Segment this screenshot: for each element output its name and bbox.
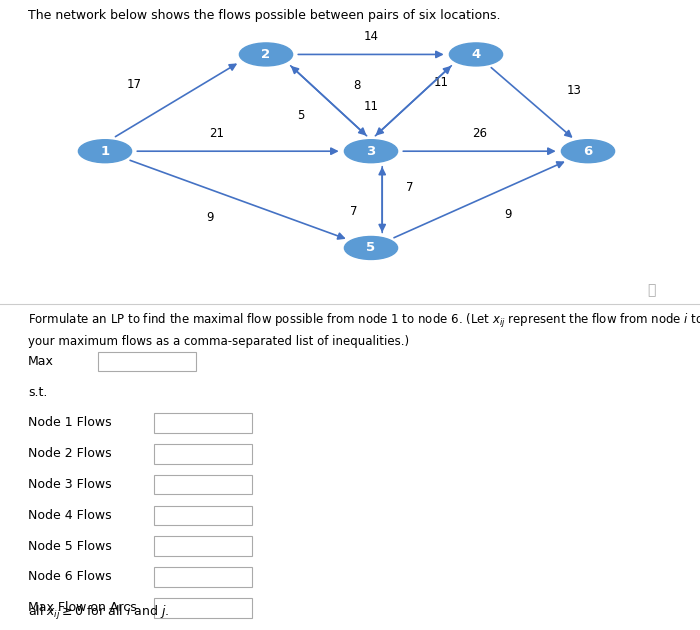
Text: 13: 13 <box>566 84 582 97</box>
FancyBboxPatch shape <box>98 352 196 371</box>
FancyBboxPatch shape <box>154 413 252 433</box>
Circle shape <box>239 43 293 66</box>
Text: 6: 6 <box>583 145 593 158</box>
Circle shape <box>344 236 398 260</box>
Circle shape <box>344 140 398 163</box>
Text: 17: 17 <box>127 78 142 91</box>
Text: 21: 21 <box>209 127 225 140</box>
Text: Node 1 Flows: Node 1 Flows <box>28 416 111 430</box>
Circle shape <box>78 140 132 163</box>
FancyBboxPatch shape <box>154 567 252 587</box>
Text: your maximum flows as a comma-separated list of inequalities.): your maximum flows as a comma-separated … <box>28 335 409 348</box>
Text: Node 2 Flows: Node 2 Flows <box>28 447 111 461</box>
Text: 14: 14 <box>363 30 379 43</box>
FancyBboxPatch shape <box>154 536 252 556</box>
Text: 5: 5 <box>366 241 376 255</box>
Text: 4: 4 <box>471 48 481 61</box>
Text: s.t.: s.t. <box>28 386 48 399</box>
FancyBboxPatch shape <box>154 505 252 525</box>
Text: Max: Max <box>28 355 54 368</box>
Text: Max Flow on Arcs: Max Flow on Arcs <box>28 601 136 614</box>
Text: Node 3 Flows: Node 3 Flows <box>28 478 111 491</box>
Text: 7: 7 <box>407 181 414 194</box>
Text: 11: 11 <box>364 100 379 113</box>
FancyBboxPatch shape <box>154 475 252 495</box>
Text: Node 6 Flows: Node 6 Flows <box>28 570 111 583</box>
Text: ⓘ: ⓘ <box>647 284 655 297</box>
Text: 1: 1 <box>100 145 110 158</box>
Text: 5: 5 <box>297 110 304 122</box>
Circle shape <box>449 43 503 66</box>
FancyBboxPatch shape <box>154 598 252 617</box>
Text: 11: 11 <box>434 76 449 89</box>
Text: 2: 2 <box>261 48 271 61</box>
Text: 9: 9 <box>504 208 511 221</box>
Text: 9: 9 <box>206 211 214 224</box>
FancyBboxPatch shape <box>154 444 252 464</box>
Text: Node 4 Flows: Node 4 Flows <box>28 509 111 522</box>
Text: 3: 3 <box>366 145 376 158</box>
Text: Node 5 Flows: Node 5 Flows <box>28 540 112 553</box>
Text: The network below shows the flows possible between pairs of six locations.: The network below shows the flows possib… <box>28 9 500 22</box>
Text: Formulate an LP to find the maximal flow possible from node 1 to node 6. (Let $x: Formulate an LP to find the maximal flow… <box>28 312 700 330</box>
Text: 26: 26 <box>472 127 487 140</box>
Text: 8: 8 <box>353 79 360 92</box>
Text: 7: 7 <box>351 205 358 218</box>
Circle shape <box>561 140 615 163</box>
Text: all $x_{ij} \geq 0$ for all $i$ and $j$.: all $x_{ij} \geq 0$ for all $i$ and $j$. <box>28 604 169 622</box>
